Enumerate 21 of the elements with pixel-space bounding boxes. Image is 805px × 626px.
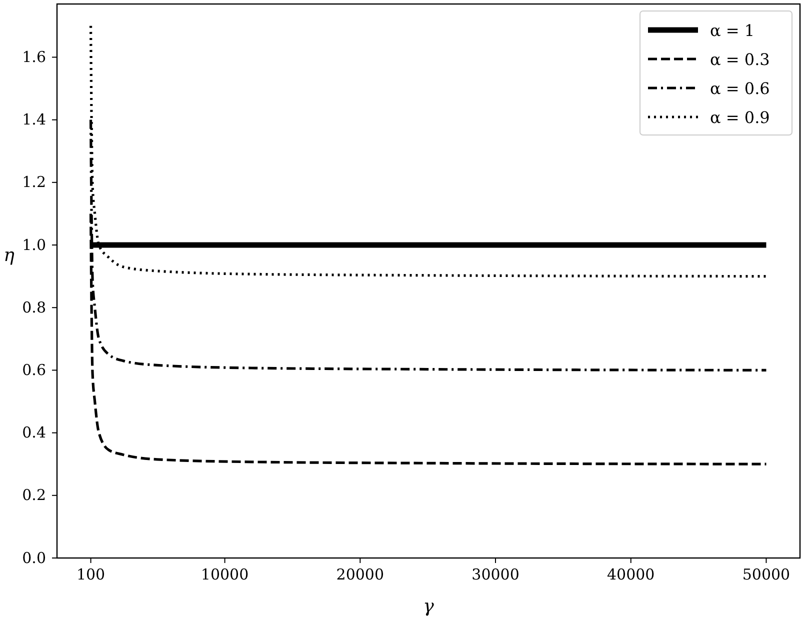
x-tick-label: 20000 <box>336 566 384 584</box>
x-axis-title: γ <box>423 596 434 617</box>
y-tick-label: 1.2 <box>22 173 46 192</box>
y-tick-label: 1.0 <box>22 236 46 254</box>
y-tick-label: 1.4 <box>22 110 46 129</box>
x-tick-label: 40000 <box>607 566 655 584</box>
y-tick-label: 0.2 <box>22 486 46 504</box>
y-tick-label: 0.6 <box>22 361 46 380</box>
y-tick-label: 0.4 <box>22 424 46 442</box>
legend-label: α = 0.6 <box>710 79 770 98</box>
legend-label: α = 0.9 <box>710 108 770 127</box>
x-tick-label: 100 <box>76 566 106 584</box>
x-tick-label: 50000 <box>742 566 790 584</box>
y-axis-title: η <box>4 245 15 266</box>
x-tick-label: 10000 <box>200 566 249 584</box>
legend-label: α = 0.3 <box>710 50 770 69</box>
x-tick-label: 30000 <box>472 566 520 584</box>
y-tick-label: 0.0 <box>22 548 46 567</box>
legend-label: α = 1 <box>710 21 755 40</box>
y-tick-label: 0.8 <box>22 298 46 316</box>
y-tick-label: 1.6 <box>22 48 46 66</box>
